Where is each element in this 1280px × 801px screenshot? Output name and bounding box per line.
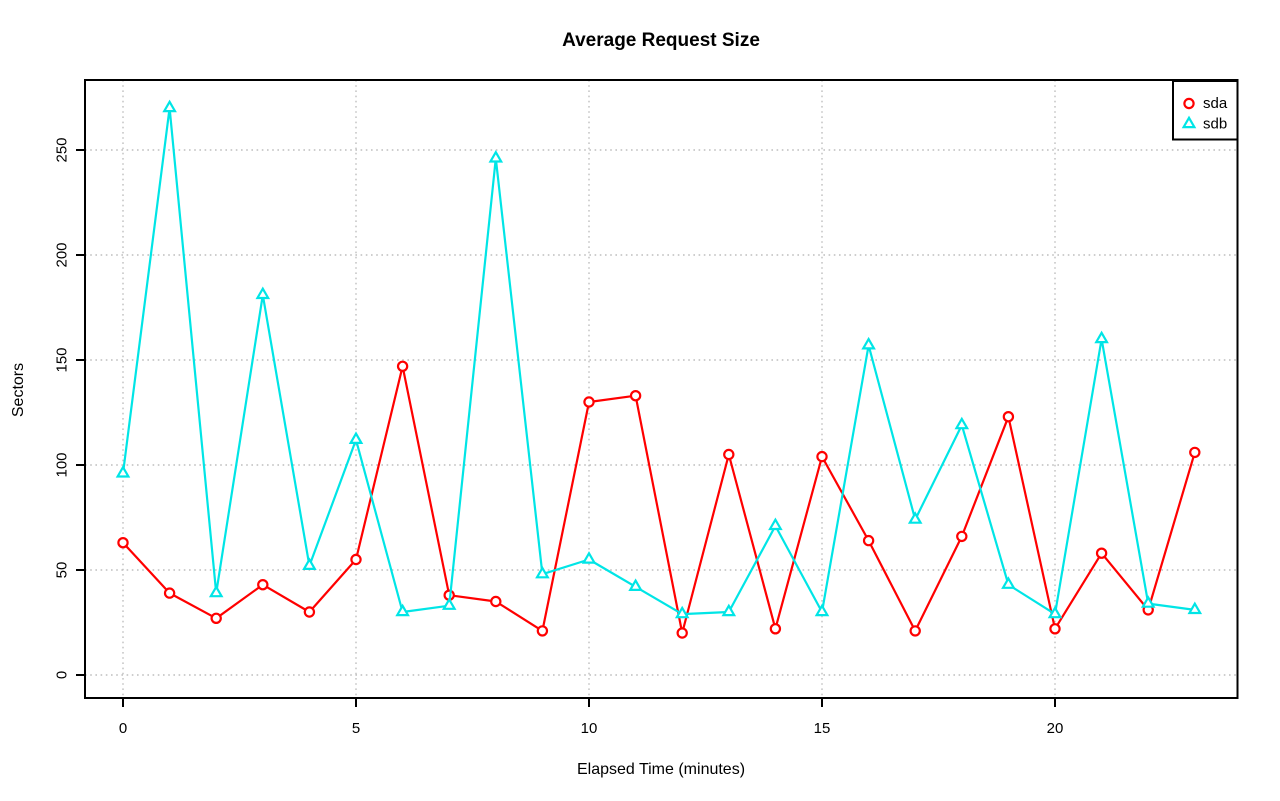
x-tick-label: 15 xyxy=(814,720,831,737)
legend-sda-circle-icon xyxy=(1183,97,1195,110)
sdb-point-18 xyxy=(954,416,970,430)
sda-point-8 xyxy=(490,595,502,608)
sda-point-9 xyxy=(536,625,549,637)
sdb-point-2 xyxy=(208,584,224,598)
sdb-point-19 xyxy=(1001,576,1016,589)
sdb-point-17 xyxy=(907,511,923,524)
y-tick-label: 150 xyxy=(54,347,71,372)
sda-point-4 xyxy=(303,606,316,618)
sda-point-5 xyxy=(350,553,362,566)
sda-point-2 xyxy=(210,612,222,625)
sda-point-3 xyxy=(257,579,269,591)
plot-border xyxy=(84,79,1239,699)
legend-label-sda: sda xyxy=(1203,95,1228,112)
y-tick-label: 0 xyxy=(54,671,71,679)
sdb-point-14 xyxy=(768,517,783,531)
sdb-point-8 xyxy=(488,149,504,163)
sda-point-10 xyxy=(583,396,595,408)
sda-point-18 xyxy=(956,530,968,543)
legend-box xyxy=(1172,80,1239,141)
sdb-point-6 xyxy=(395,603,410,617)
sda-point-12 xyxy=(676,627,688,639)
sdb-point-12 xyxy=(674,605,690,619)
sda-point-6 xyxy=(396,360,409,372)
y-tick-label: 200 xyxy=(54,242,71,267)
sda-point-1 xyxy=(163,587,176,599)
sdb-point-9 xyxy=(535,565,550,579)
sdb-point-15 xyxy=(814,603,830,617)
sdb-point-23 xyxy=(1187,601,1203,615)
x-axis-label: Elapsed Time (minutes) xyxy=(576,761,746,778)
legend-label-sdb: sdb xyxy=(1203,116,1227,133)
sda-point-16 xyxy=(862,534,875,547)
sda-point-19 xyxy=(1002,411,1015,423)
sda-line xyxy=(122,365,1196,635)
sdb-point-10 xyxy=(581,551,597,564)
sdb-point-0 xyxy=(115,464,131,478)
x-tick-label: 5 xyxy=(352,720,360,737)
x-tick-label: 0 xyxy=(119,720,127,737)
y-tick-label: 50 xyxy=(54,562,71,579)
sdb-line xyxy=(121,106,1195,616)
legend-sdb-triangle-icon xyxy=(1181,115,1197,129)
sda-point-21 xyxy=(1095,547,1108,559)
sda-point-20 xyxy=(1049,623,1061,635)
sdb-point-16 xyxy=(861,336,876,350)
sdb-point-13 xyxy=(721,603,737,617)
y-tick-label: 250 xyxy=(54,137,71,162)
sdb-point-4 xyxy=(302,557,317,571)
sda-point-17 xyxy=(909,625,921,637)
sdb-point-20 xyxy=(1047,605,1063,619)
sda-point-11 xyxy=(629,390,642,402)
sdb-point-21 xyxy=(1094,330,1109,344)
sda-point-13 xyxy=(723,448,735,461)
sdb-point-3 xyxy=(255,286,271,300)
sda-point-0 xyxy=(117,537,129,549)
sda-point-23 xyxy=(1189,446,1201,459)
sdb-point-22 xyxy=(1140,595,1156,608)
sdb-point-1 xyxy=(162,99,177,113)
x-tick-label: 20 xyxy=(1047,720,1064,737)
sdb-point-11 xyxy=(628,578,643,592)
chart-title: Average Request Size xyxy=(562,30,760,51)
sdb-point-5 xyxy=(348,431,364,444)
sda-point-14 xyxy=(769,623,782,635)
sda-point-15 xyxy=(816,450,828,463)
y-tick-label: 100 xyxy=(54,452,71,477)
x-tick-label: 10 xyxy=(581,720,598,737)
sdb-point-7 xyxy=(441,597,457,610)
